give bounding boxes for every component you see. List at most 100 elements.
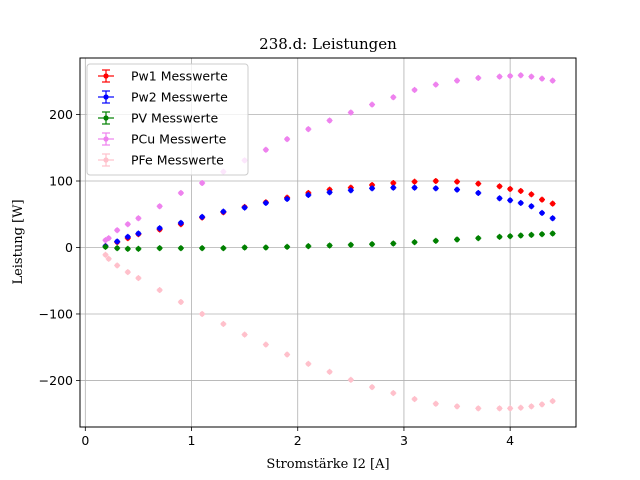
legend-label: PV Messwerte xyxy=(131,111,219,126)
data-point xyxy=(263,341,269,348)
data-point xyxy=(220,245,226,251)
series-1 xyxy=(102,184,556,250)
data-point xyxy=(550,78,556,84)
data-point xyxy=(528,74,534,80)
data-point xyxy=(528,232,534,238)
data-point xyxy=(390,94,396,100)
data-point xyxy=(518,232,524,239)
data-point xyxy=(390,180,396,186)
data-point xyxy=(157,245,163,251)
data-point xyxy=(550,230,556,237)
data-point xyxy=(411,396,418,402)
x-tick-label: 0 xyxy=(81,433,89,448)
data-point xyxy=(106,256,112,262)
legend-marker xyxy=(103,157,109,163)
x-tick-label: 2 xyxy=(294,433,302,448)
data-point xyxy=(178,220,184,226)
data-point xyxy=(411,87,418,93)
data-point xyxy=(528,191,534,197)
data-point xyxy=(433,178,439,184)
data-point xyxy=(178,190,184,196)
data-point xyxy=(507,73,513,79)
data-point xyxy=(305,192,311,198)
data-point xyxy=(528,403,534,409)
data-point xyxy=(475,190,481,196)
x-tick-label: 4 xyxy=(506,433,514,448)
data-point xyxy=(135,230,142,237)
legend-marker xyxy=(103,73,109,79)
data-point xyxy=(125,246,131,252)
chart-title: 238.d: Leistungen xyxy=(259,35,397,53)
data-point xyxy=(326,369,333,375)
data-point xyxy=(263,200,269,206)
data-point xyxy=(157,287,163,293)
data-point xyxy=(369,241,375,247)
data-point xyxy=(411,179,418,185)
legend-marker xyxy=(103,115,109,121)
data-point xyxy=(507,186,513,192)
data-point xyxy=(433,81,439,88)
ticks: 0 1 2 3 4 −200 −100 0 100 200 xyxy=(39,107,515,448)
data-point xyxy=(518,72,524,78)
y-tick-label: 0 xyxy=(65,240,73,255)
data-point xyxy=(284,244,290,250)
data-point xyxy=(518,200,524,206)
data-point xyxy=(496,74,503,80)
data-point xyxy=(114,245,120,251)
data-point xyxy=(507,405,513,411)
data-point xyxy=(539,197,545,203)
data-point xyxy=(528,203,534,209)
data-point xyxy=(263,244,269,251)
data-point xyxy=(539,401,545,407)
data-point xyxy=(550,398,556,404)
data-point xyxy=(348,187,354,193)
legend-item: PV Messwerte xyxy=(98,111,219,126)
legend: Pw1 Messwerte Pw2 Messwerte PV Messwerte PC… xyxy=(86,63,249,176)
y-tick-label: −100 xyxy=(39,306,73,321)
data-point xyxy=(539,76,545,82)
series-layer xyxy=(102,72,556,412)
data-point xyxy=(348,377,354,383)
data-point xyxy=(454,403,460,409)
legend-label: PFe Messwerte xyxy=(131,153,224,168)
data-point xyxy=(496,195,503,201)
legend-label: Pw2 Messwerte xyxy=(131,90,228,105)
data-point xyxy=(125,269,131,275)
data-point xyxy=(178,299,184,305)
data-point xyxy=(496,183,503,189)
legend-label: Pw1 Messwerte xyxy=(131,69,228,84)
y-tick-label: 100 xyxy=(49,174,73,189)
data-point xyxy=(411,185,418,191)
data-point xyxy=(496,405,503,411)
data-point xyxy=(305,361,311,367)
data-point xyxy=(369,185,375,191)
y-tick-label: 200 xyxy=(49,107,73,122)
legend-item: PCu Messwerte xyxy=(98,132,227,147)
data-point xyxy=(454,236,460,243)
data-point xyxy=(284,136,290,142)
data-point xyxy=(390,240,396,247)
data-point xyxy=(550,201,556,207)
data-point xyxy=(369,384,375,390)
data-point xyxy=(284,196,290,202)
legend-marker xyxy=(103,136,109,142)
data-point xyxy=(135,246,142,252)
data-point xyxy=(348,242,354,248)
y-axis-label: Leistung [W] xyxy=(11,199,26,284)
data-point xyxy=(135,215,142,221)
data-point xyxy=(539,210,545,216)
data-point xyxy=(199,214,205,220)
series-4 xyxy=(102,251,556,412)
data-point xyxy=(114,227,120,233)
data-point xyxy=(284,351,290,358)
data-point xyxy=(433,401,439,407)
data-point xyxy=(390,185,396,191)
data-point xyxy=(454,78,460,84)
data-point xyxy=(242,204,248,211)
data-point xyxy=(326,242,333,249)
data-point xyxy=(475,75,481,81)
data-point xyxy=(157,203,163,209)
data-point xyxy=(102,244,109,250)
legend-label: PCu Messwerte xyxy=(131,132,227,147)
